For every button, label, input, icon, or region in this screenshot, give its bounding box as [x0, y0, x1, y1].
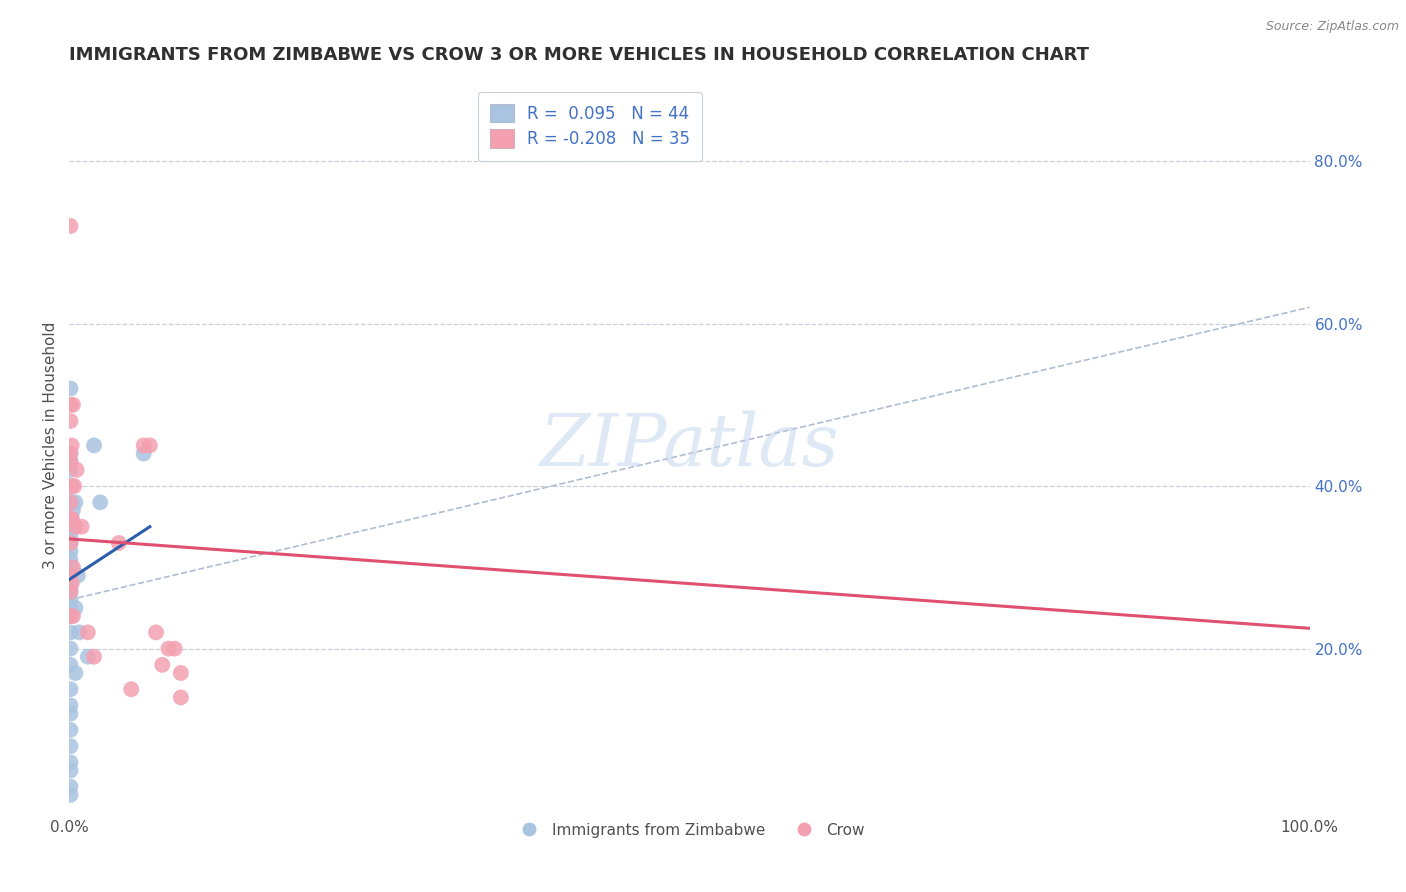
Point — [59, 568, 82, 582]
Point — [59, 398, 82, 412]
Point — [59, 511, 82, 525]
Point — [108, 536, 131, 550]
Point — [59, 414, 82, 428]
Point — [59, 625, 82, 640]
Point — [59, 739, 82, 754]
Point — [60, 495, 83, 509]
Point — [89, 495, 111, 509]
Point — [62, 560, 84, 574]
Legend: Immigrants from Zimbabwe, Crow: Immigrants from Zimbabwe, Crow — [508, 816, 872, 844]
Point — [59, 609, 82, 624]
Point — [66, 463, 89, 477]
Point — [59, 536, 82, 550]
Text: Source: ZipAtlas.com: Source: ZipAtlas.com — [1265, 20, 1399, 33]
Y-axis label: 3 or more Vehicles in Household: 3 or more Vehicles in Household — [44, 322, 58, 569]
Point — [65, 495, 87, 509]
Point — [62, 398, 84, 412]
Point — [59, 455, 82, 469]
Point — [59, 576, 82, 591]
Point — [59, 495, 82, 509]
Point — [63, 479, 86, 493]
Point — [59, 446, 82, 460]
Point — [59, 657, 82, 672]
Point — [62, 503, 84, 517]
Point — [70, 519, 93, 533]
Point — [59, 511, 82, 525]
Text: IMMIGRANTS FROM ZIMBABWE VS CROW 3 OR MORE VEHICLES IN HOUSEHOLD CORRELATION CHA: IMMIGRANTS FROM ZIMBABWE VS CROW 3 OR MO… — [69, 46, 1090, 64]
Point — [83, 438, 105, 452]
Point — [132, 438, 155, 452]
Point — [67, 625, 90, 640]
Point — [59, 219, 82, 233]
Point — [59, 446, 82, 460]
Point — [76, 625, 98, 640]
Point — [59, 723, 82, 737]
Point — [59, 698, 82, 713]
Point — [59, 584, 82, 599]
Point — [65, 665, 87, 680]
Point — [59, 568, 82, 582]
Point — [60, 479, 83, 493]
Point — [145, 625, 167, 640]
Point — [59, 544, 82, 558]
Point — [59, 584, 82, 599]
Point — [83, 649, 105, 664]
Point — [59, 609, 82, 624]
Point — [59, 455, 82, 469]
Point — [59, 495, 82, 509]
Point — [120, 682, 142, 697]
Point — [65, 601, 87, 615]
Point — [60, 576, 83, 591]
Point — [59, 788, 82, 802]
Point — [59, 463, 82, 477]
Point — [76, 649, 98, 664]
Point — [60, 511, 83, 525]
Point — [132, 446, 155, 460]
Point — [59, 479, 82, 493]
Point — [139, 438, 162, 452]
Point — [59, 528, 82, 542]
Point — [59, 479, 82, 493]
Point — [59, 519, 82, 533]
Point — [59, 780, 82, 794]
Point — [59, 641, 82, 656]
Point — [59, 592, 82, 607]
Point — [63, 519, 86, 533]
Point — [170, 665, 193, 680]
Point — [59, 764, 82, 778]
Point — [59, 756, 82, 770]
Point — [163, 641, 186, 656]
Point — [59, 560, 82, 574]
Point — [66, 568, 89, 582]
Point — [60, 511, 83, 525]
Point — [59, 552, 82, 566]
Point — [157, 641, 180, 656]
Point — [59, 682, 82, 697]
Point — [59, 382, 82, 396]
Point — [65, 519, 87, 533]
Point — [150, 657, 173, 672]
Text: ZIPatlas: ZIPatlas — [540, 410, 839, 481]
Point — [62, 609, 84, 624]
Point — [59, 706, 82, 721]
Point — [59, 536, 82, 550]
Point — [60, 438, 83, 452]
Point — [59, 601, 82, 615]
Point — [170, 690, 193, 705]
